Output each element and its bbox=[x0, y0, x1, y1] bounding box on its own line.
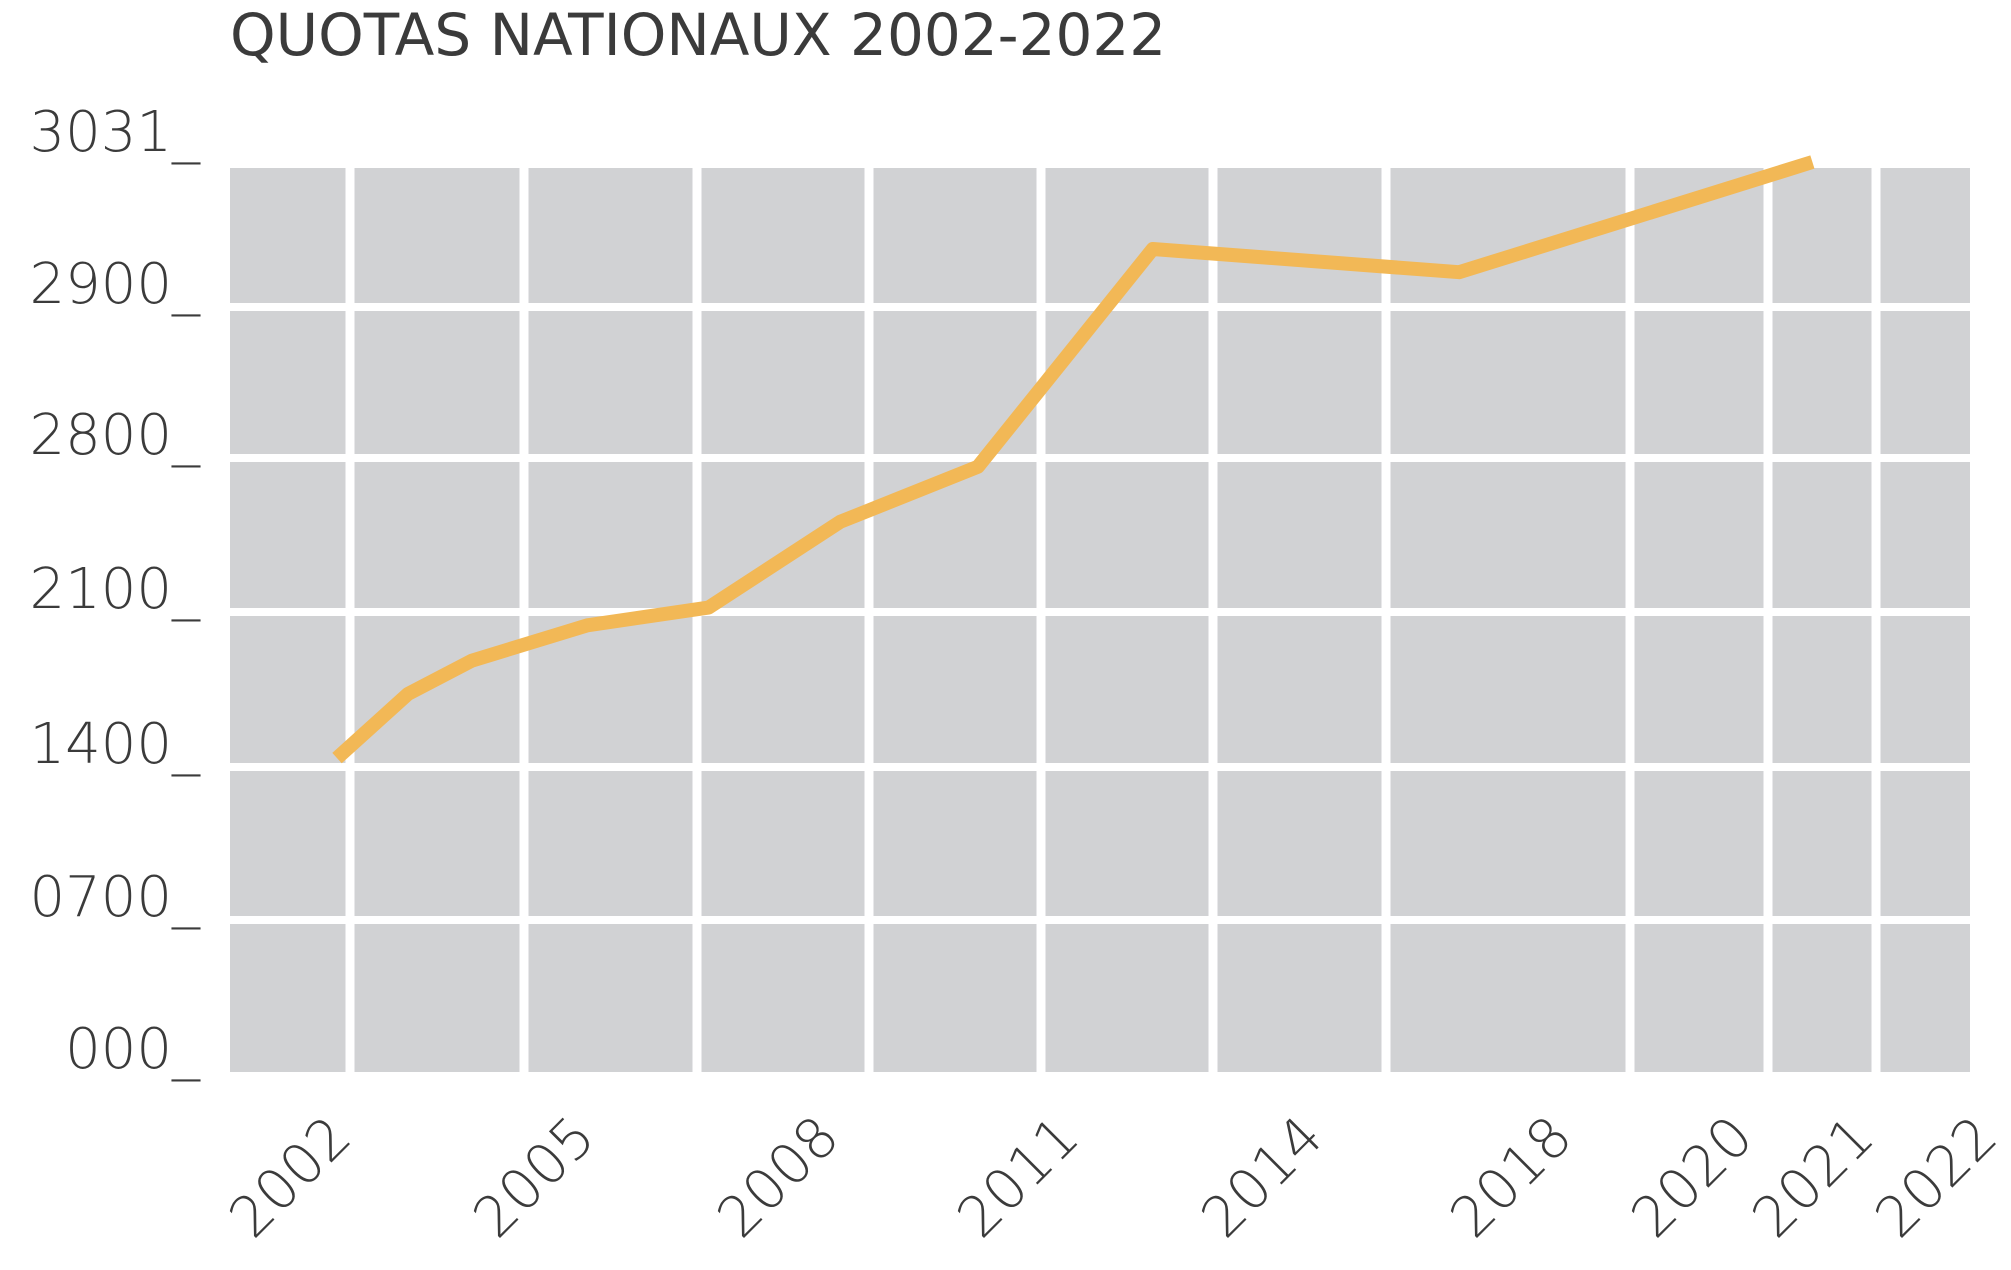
x-tick-label: 2011 bbox=[945, 1104, 1092, 1251]
x-tick-label: 2014 bbox=[1189, 1104, 1336, 1251]
y-axis-tick-labels: 000_ 0700_ 1400_ 2100_ 2800_ 2900_ 3031_ bbox=[29, 100, 201, 1082]
y-tick-label: 0700_ bbox=[29, 865, 201, 930]
chart-title: QUOTAS NATIONAUX 2002-2022 bbox=[230, 1, 1166, 69]
x-tick-label: 2002 bbox=[217, 1104, 364, 1251]
series-line bbox=[332, 155, 1815, 764]
x-tick-label: 2020 bbox=[1619, 1104, 1766, 1251]
series-layer bbox=[332, 155, 1815, 764]
y-tick-label: 2100_ bbox=[29, 557, 201, 622]
y-tick-label: 3031_ bbox=[29, 100, 201, 165]
y-tick-label: 2800_ bbox=[29, 403, 201, 468]
y-tick-label: 000_ bbox=[65, 1017, 201, 1082]
x-tick-label: 2022 bbox=[1863, 1104, 2010, 1251]
y-tick-label: 1400_ bbox=[29, 712, 201, 777]
y-tick-label: 2900_ bbox=[29, 252, 201, 317]
x-tick-label: 2021 bbox=[1740, 1104, 1887, 1251]
x-tick-label: 2005 bbox=[461, 1104, 608, 1251]
x-tick-label: 2008 bbox=[705, 1104, 852, 1251]
x-tick-label: 2018 bbox=[1438, 1104, 1585, 1251]
